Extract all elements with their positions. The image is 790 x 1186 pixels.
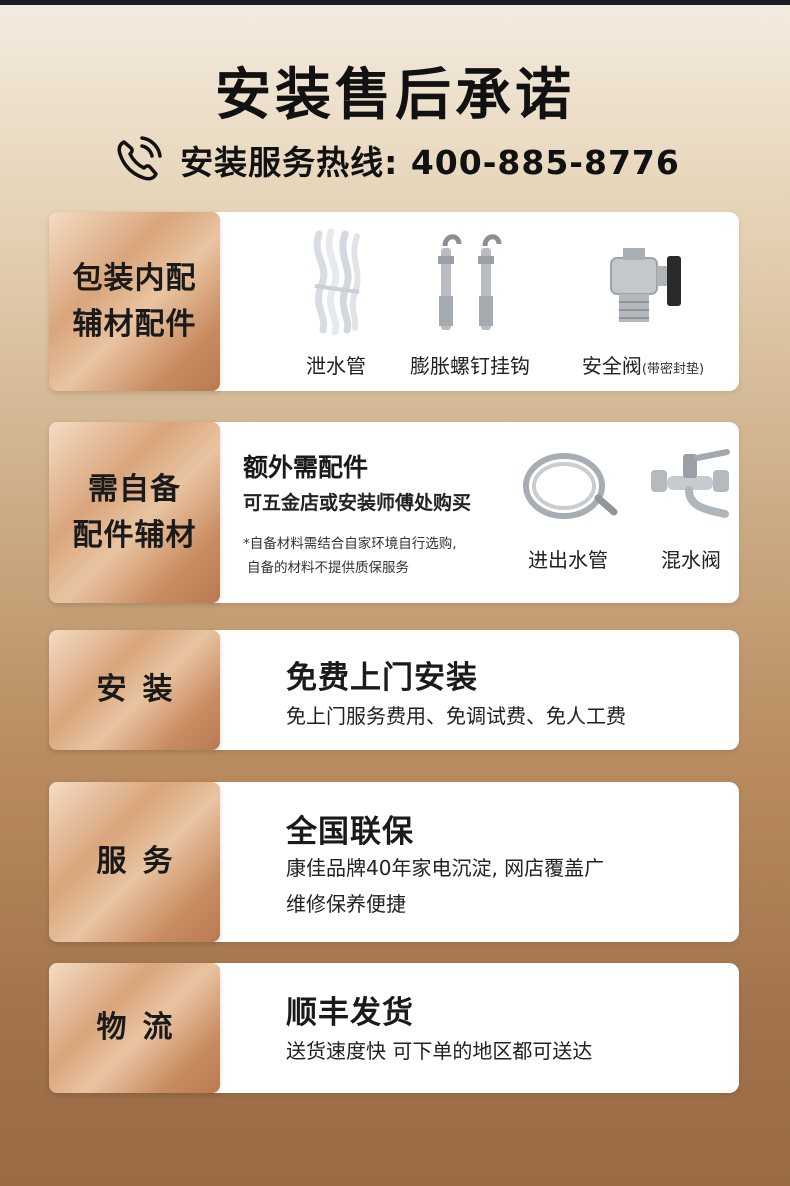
row-self-provided-accessories: 额外需配件 可五金店或安装师傅处购买 *自备材料需结合自家环境自行选购, 自备的…: [49, 422, 739, 603]
label-text: 物流: [96, 1010, 189, 1045]
logistics-card: 顺丰发货 送货速度快 可下单的地区都可送达: [213, 963, 739, 1093]
hotline-text: 安装服务热线: 400-885-8776: [180, 143, 680, 182]
expansion-bolt-caption: 膨胀螺钉挂钩: [410, 354, 530, 378]
service-line: 维修保养便捷: [286, 892, 406, 916]
drain-hose-item: 泄水管: [291, 226, 381, 379]
packaged-accessories-label: 包装内配 辅材配件: [49, 212, 220, 391]
logistics-label: 物流: [49, 963, 220, 1093]
safety-valve-icon: [610, 248, 681, 322]
service-line: 康佳品牌40年家电沉淀, 网店覆盖广: [286, 856, 605, 880]
water-hose-item: 进出水管: [513, 448, 623, 573]
self-provided-notes: *自备材料需结合自家环境自行选购, 自备的材料不提供质保服务: [243, 532, 457, 580]
drain-hose-icon: [313, 228, 361, 336]
row-logistics: 顺丰发货 送货速度快 可下单的地区都可送达 物流: [49, 963, 739, 1093]
drain-hose-caption: 泄水管: [306, 354, 366, 378]
expansion-bolt-icon: [438, 234, 502, 330]
page-title: 安装售后承诺: [215, 63, 575, 128]
row-installation: 免费上门安装 免上门服务费用、免调试费、免人工费 安装: [49, 630, 739, 750]
safety-valve-note: (带密封垫): [641, 362, 705, 377]
installation-line: 免上门服务费用、免调试费、免人工费: [286, 704, 626, 728]
label-text: 服务: [96, 844, 189, 879]
water-hose-icon: [523, 453, 618, 519]
logistics-line: 送货速度快 可下单的地区都可送达: [286, 1039, 593, 1063]
packaged-accessories-card: 泄水管 膨胀螺钉挂钩: [213, 212, 739, 391]
label-line: 配件辅材: [72, 517, 197, 553]
service-heading: 全国联保: [286, 814, 414, 850]
self-provided-label: 需自备 配件辅材: [49, 422, 220, 603]
hotline: 安装服务热线: 400-885-8776: [0, 130, 790, 190]
mixing-valve-icon: [651, 449, 730, 518]
safety-valve-item: 安全阀(带密封垫): [563, 246, 723, 379]
label-line: 需自备: [88, 471, 181, 507]
service-label: 服务: [49, 782, 220, 942]
phone-icon: [117, 136, 162, 181]
mixing-valve-item: 混水阀: [643, 448, 739, 573]
extra-parts-subheading: 可五金店或安装师傅处购买: [243, 492, 472, 514]
safety-valve-caption: 安全阀(带密封垫): [582, 350, 704, 379]
expansion-bolt-item: 膨胀螺钉挂钩: [405, 226, 535, 379]
water-hose-caption: 进出水管: [528, 548, 608, 572]
installation-heading: 免费上门安装: [286, 660, 478, 696]
logistics-heading: 顺丰发货: [286, 995, 414, 1031]
row-packaged-accessories: 泄水管 膨胀螺钉挂钩: [49, 212, 739, 391]
note-line: *自备材料需结合自家环境自行选购,: [243, 536, 457, 552]
label-line: 包装内配: [72, 260, 197, 296]
installation-label: 安装: [49, 630, 220, 750]
note-line: 自备的材料不提供质保服务: [247, 560, 409, 576]
top-bar: [0, 0, 790, 5]
mixing-valve-caption: 混水阀: [661, 548, 721, 572]
label-line: 辅材配件: [72, 306, 197, 342]
service-card: 全国联保 康佳品牌40年家电沉淀, 网店覆盖广 维修保养便捷: [213, 782, 739, 942]
label-text: 安装: [96, 672, 189, 707]
self-provided-card: 额外需配件 可五金店或安装师傅处购买 *自备材料需结合自家环境自行选购, 自备的…: [213, 422, 739, 603]
extra-parts-heading: 额外需配件: [243, 453, 369, 482]
installation-card: 免费上门安装 免上门服务费用、免调试费、免人工费: [213, 630, 739, 750]
safety-valve-caption-text: 安全阀: [581, 354, 642, 378]
row-service: 全国联保 康佳品牌40年家电沉淀, 网店覆盖广 维修保养便捷 服务: [49, 782, 739, 942]
